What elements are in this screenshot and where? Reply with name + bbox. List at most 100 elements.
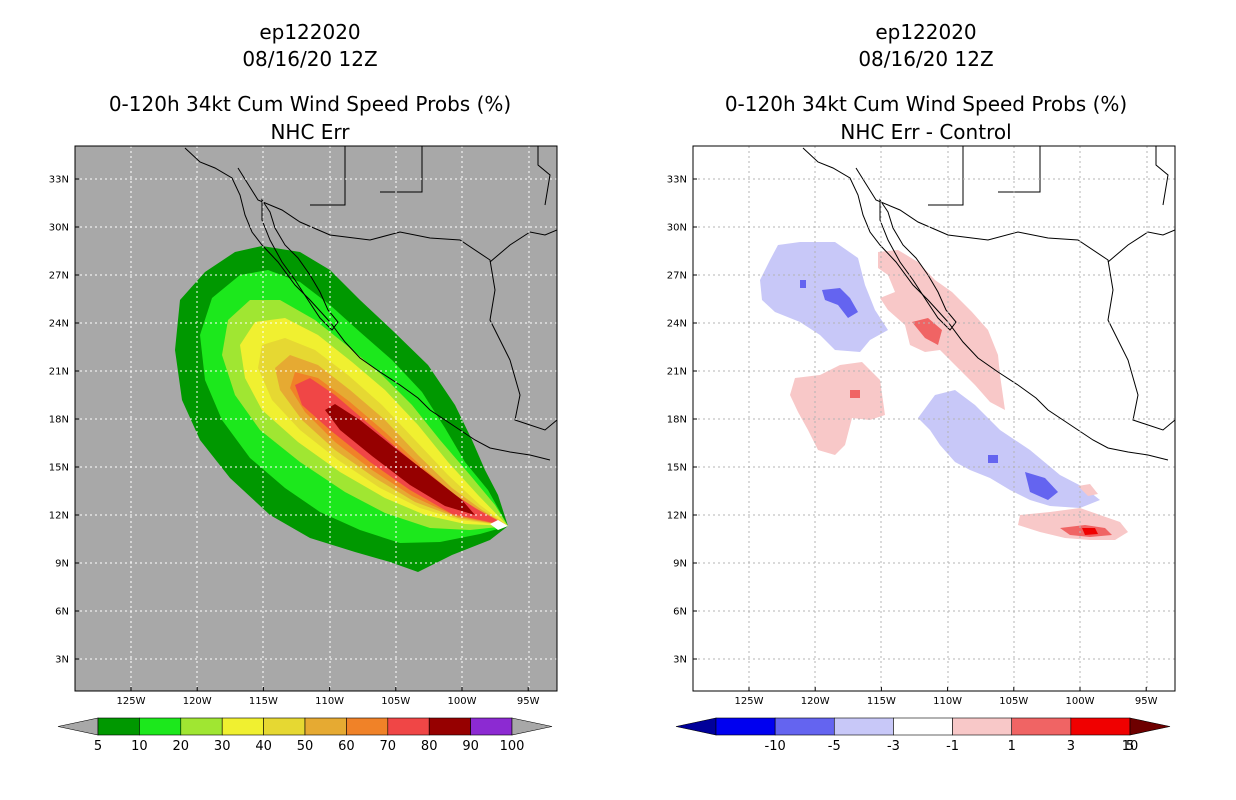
right-title-product: 0-120h 34kt Cum Wind Speed Probs (%)	[724, 92, 1128, 116]
pos-blob-w	[790, 362, 885, 455]
lon-label-120W: 120W	[801, 696, 830, 707]
right-coastlines	[802, 146, 1175, 461]
colorbar-swatch	[428, 717, 471, 736]
lat-label-24N: 24N	[667, 319, 687, 330]
left-colorbar: 5 10 20 30 40 50 60 70 80 90 100	[57, 717, 553, 754]
colorbar-label: -10	[765, 739, 786, 754]
left-title-date: 08/16/20 12Z	[242, 47, 378, 71]
right-difference-field	[760, 242, 1128, 540]
lat-label-33N: 33N	[667, 175, 687, 186]
lat-label-30N: 30N	[49, 223, 69, 234]
colorbar-label: 80	[421, 739, 438, 754]
pos-small-east	[1078, 484, 1098, 496]
colorbar-label: 100	[500, 739, 525, 754]
colorbar-label: -5	[828, 739, 841, 754]
colorbar-label: -1	[946, 739, 959, 754]
colorbar-label: 5	[1126, 739, 1134, 754]
lat-label-3N: 3N	[55, 655, 69, 666]
colorbar-label: 60	[338, 739, 355, 754]
lat-label-24N: 24N	[49, 319, 69, 330]
left-lon-labels: 125W 120W 115W 110W 105W 100W 95W	[117, 687, 540, 707]
lon-label-95W: 95W	[517, 696, 540, 707]
colorbar-high-end	[1129, 717, 1171, 736]
colorbar-label: 30	[214, 739, 231, 754]
lat-label-27N: 27N	[667, 271, 687, 282]
colorbar-low-end	[57, 717, 99, 736]
left-title-subtitle: NHC Err	[270, 120, 350, 144]
neg-small-1	[800, 280, 806, 288]
colorbar-label: 20	[173, 739, 190, 754]
lat-label-6N: 6N	[673, 607, 687, 618]
colorbar-swatch	[893, 717, 953, 736]
colorbar-swatch	[470, 717, 513, 736]
right-title-date: 08/16/20 12Z	[858, 47, 994, 71]
pos-core-w	[850, 390, 860, 398]
colorbar-label: 50	[297, 739, 314, 754]
colorbar-label: 10	[131, 739, 148, 754]
lat-label-18N: 18N	[49, 415, 69, 426]
lon-label-125W: 125W	[117, 696, 146, 707]
neg-core-nw	[822, 288, 858, 318]
lon-label-110W: 110W	[933, 696, 962, 707]
colorbar-swatch	[304, 717, 347, 736]
lat-label-12N: 12N	[667, 511, 687, 522]
lon-label-110W: 110W	[315, 696, 344, 707]
colorbar-label: 3	[1067, 739, 1075, 754]
lon-label-95W: 95W	[1135, 696, 1158, 707]
lon-label-105W: 105W	[381, 696, 410, 707]
colorbar-low-end	[675, 717, 717, 736]
colorbar-swatch	[387, 717, 430, 736]
colorbar-label: 90	[462, 739, 479, 754]
lat-label-15N: 15N	[667, 463, 687, 474]
colorbar-swatch	[97, 717, 140, 736]
lon-label-100W: 100W	[1066, 696, 1095, 707]
pos-max-se	[1082, 528, 1098, 535]
lat-label-18N: 18N	[667, 415, 687, 426]
lat-label-9N: 9N	[673, 559, 687, 570]
lat-label-21N: 21N	[49, 367, 69, 378]
lat-label-27N: 27N	[49, 271, 69, 282]
lat-label-21N: 21N	[667, 367, 687, 378]
colorbar-swatch	[263, 717, 306, 736]
lat-label-6N: 6N	[55, 607, 69, 618]
colorbar-label: 40	[255, 739, 272, 754]
left-title-product: 0-120h 34kt Cum Wind Speed Probs (%)	[108, 92, 512, 116]
lon-label-115W: 115W	[867, 696, 896, 707]
lon-label-100W: 100W	[448, 696, 477, 707]
colorbar-swatch	[1070, 717, 1131, 736]
colorbar-label: -3	[887, 739, 900, 754]
colorbar-label: 1	[1008, 739, 1016, 754]
colorbar-label: 70	[380, 739, 397, 754]
swath-core	[490, 520, 508, 530]
lat-label-15N: 15N	[49, 463, 69, 474]
left-gridlines	[75, 146, 557, 691]
right-title-storm: ep122020	[875, 20, 977, 44]
colorbar-swatch	[139, 717, 182, 736]
left-title-storm: ep122020	[259, 20, 361, 44]
lat-label-12N: 12N	[49, 511, 69, 522]
neg-small-2	[988, 455, 998, 463]
right-colorbar: -10 -5 -3 -1 1 3 510	[675, 717, 1171, 754]
neg-core-se	[1025, 472, 1058, 500]
colorbar-swatch	[833, 717, 894, 736]
lat-label-9N: 9N	[55, 559, 69, 570]
left-lat-labels: 3N 6N 9N 12N 15N 18N 21N 24N 27N 30N 33N	[49, 175, 79, 666]
lat-label-30N: 30N	[667, 223, 687, 234]
colorbar-swatch	[1011, 717, 1072, 736]
left-probability-swath	[175, 246, 508, 572]
neg-blob-nw	[760, 242, 888, 352]
colorbar-swatch	[952, 717, 1013, 736]
colorbar-high-end	[511, 717, 553, 736]
lat-label-33N: 33N	[49, 175, 69, 186]
right-title-subtitle: NHC Err - Control	[840, 120, 1012, 144]
lat-label-3N: 3N	[673, 655, 687, 666]
right-gridlines	[693, 146, 1175, 691]
colorbar-swatch	[774, 717, 835, 736]
colorbar-label: 10	[1122, 739, 1139, 754]
lon-label-125W: 125W	[735, 696, 764, 707]
lon-label-115W: 115W	[249, 696, 278, 707]
colorbar-swatch	[221, 717, 264, 736]
left-coastlines	[184, 146, 557, 461]
